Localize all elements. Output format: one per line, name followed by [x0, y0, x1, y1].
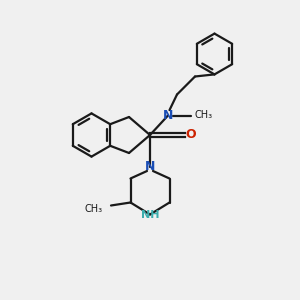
Text: CH₃: CH₃: [85, 203, 103, 214]
Text: O: O: [185, 128, 196, 142]
Text: CH₃: CH₃: [194, 110, 212, 121]
Text: N: N: [145, 160, 155, 173]
Text: NH: NH: [141, 209, 159, 220]
Text: N: N: [163, 109, 173, 122]
